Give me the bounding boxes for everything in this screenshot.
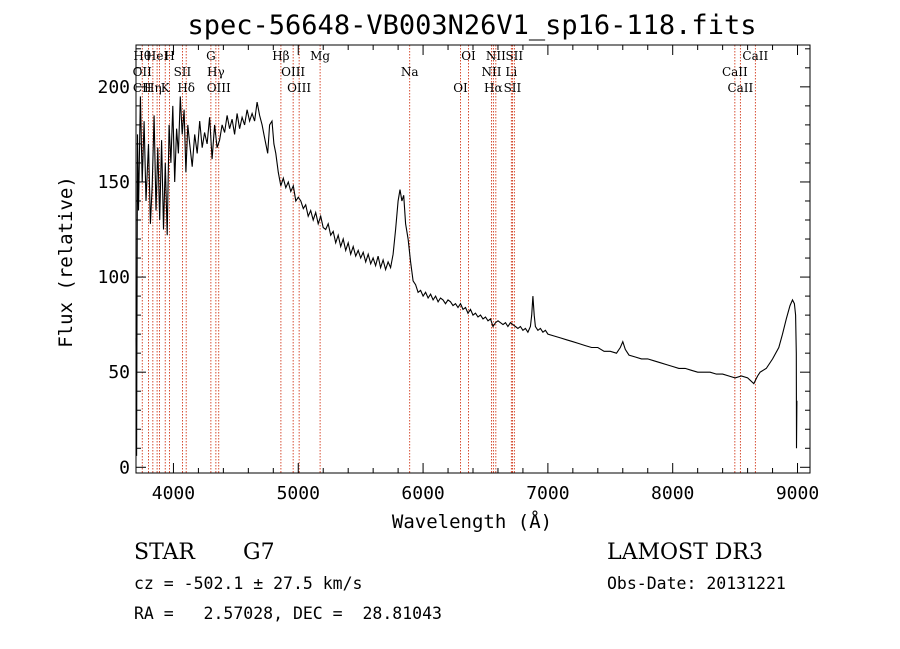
y-axis-label: Flux (relative) — [55, 176, 77, 348]
line-label: OIII — [281, 65, 305, 79]
line-label: OII — [133, 65, 153, 79]
line-label: HeI — [146, 49, 169, 63]
object-subclass: G7 — [243, 540, 275, 565]
y-tick-label: 150 — [97, 172, 130, 193]
object-class: STAR — [134, 540, 195, 565]
line-label: CII — [133, 81, 152, 95]
chart-title: spec-56648-VB003N26V1_sp16-118.fits — [188, 10, 757, 41]
line-label: Hδ — [177, 81, 195, 95]
redshift-velocity: cz = -502.1 ± 27.5 km/s — [134, 574, 363, 593]
survey-name: LAMOST DR3 — [607, 540, 763, 565]
line-label: OIII — [207, 81, 231, 95]
line-label: NII — [481, 65, 501, 79]
line-label: NII — [486, 49, 506, 63]
line-label: CaII — [742, 49, 768, 63]
y-tick-label: 0 — [119, 457, 130, 478]
spectrum-line — [135, 96, 798, 456]
line-label: OIII — [287, 81, 311, 95]
line-label: CaII — [727, 81, 753, 95]
line-label: Hβ — [272, 49, 289, 63]
x-tick-label: 9000 — [776, 483, 819, 504]
line-label: G — [206, 49, 216, 63]
y-tick-label: 50 — [108, 362, 130, 383]
x-tick-label: 5000 — [277, 483, 320, 504]
y-tick-label: 100 — [97, 267, 130, 288]
x-tick-label: 6000 — [401, 483, 444, 504]
x-axis: 4000 5000 6000 7000 8000 9000 — [152, 45, 819, 504]
line-label: Hγ — [207, 65, 225, 79]
line-label: Hθ — [133, 49, 151, 63]
x-tick-label: 8000 — [651, 483, 694, 504]
sky-coordinates: RA = 2.57028, DEC = 28.81043 — [134, 604, 442, 623]
line-label: Hα — [484, 81, 503, 95]
y-axis: 0 50 100 150 200 — [97, 48, 810, 478]
x-tick-label: 7000 — [526, 483, 569, 504]
plot-frame — [135, 44, 811, 474]
x-tick-label: 4000 — [152, 483, 195, 504]
line-label: OI — [453, 81, 468, 95]
emission-line-labels: HθOIICIIHηHeIKHSIIHδGHγOIIIHβOIIIOIIIMgN… — [133, 49, 769, 95]
line-label: SII — [174, 65, 192, 79]
line-label: Hη — [144, 81, 162, 95]
line-label: H — [164, 49, 174, 63]
line-label: K — [161, 81, 171, 95]
line-label: Li — [505, 65, 517, 79]
x-axis-label: Wavelength (Å) — [392, 510, 552, 533]
line-label: Na — [401, 65, 419, 79]
line-label: SII — [505, 49, 523, 63]
line-label: CaII — [722, 65, 748, 79]
line-label: SII — [504, 81, 522, 95]
observation-date: Obs-Date: 20131221 — [607, 574, 786, 593]
y-tick-label: 200 — [97, 77, 130, 98]
emission-line-markers — [141, 45, 756, 473]
line-label: Mg — [310, 49, 330, 63]
line-label: OI — [461, 49, 476, 63]
